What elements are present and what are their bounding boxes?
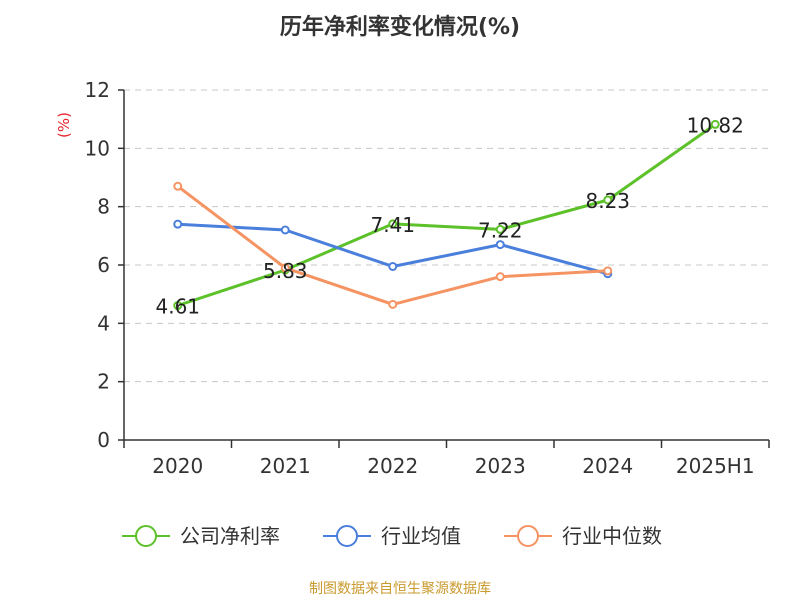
legend-swatch-marker: [135, 525, 157, 547]
axes: 0 2 4 6 8 10 12 2020 2021 2022 2023 2024 2025H1: [85, 78, 770, 478]
y-tick-label: 8: [97, 195, 110, 219]
data-point: [603, 195, 613, 205]
y-tick-label: 10: [85, 136, 110, 160]
data-point: [173, 181, 183, 191]
data-point: [173, 219, 183, 229]
chart-title: 历年净利率变化情况(%): [280, 14, 520, 40]
legend-swatch-marker: [517, 525, 539, 547]
x-tick-label: 2025H1: [676, 454, 755, 478]
data-point: [388, 299, 398, 309]
data-point: [495, 240, 505, 250]
x-tick-label: 2023: [475, 454, 526, 478]
grid-lines: [124, 89, 769, 383]
y-tick-label: 12: [85, 78, 110, 102]
data-labels: 4.61 5.83 7.41 7.22 8.23 10.82: [155, 113, 743, 318]
data-label: 7.22: [478, 218, 523, 242]
data-point: [495, 272, 505, 282]
x-tick-label: 2021: [260, 454, 311, 478]
legend-label: 行业均值: [381, 524, 461, 548]
y-axis-label: (%): [55, 112, 73, 138]
data-point: [710, 119, 720, 129]
legend[interactable]: 公司净利率 行业均值 行业中位数: [122, 524, 662, 548]
x-tick-label: 2020: [152, 454, 203, 478]
legend-item[interactable]: 公司净利率: [122, 524, 280, 548]
data-label: 4.61: [155, 295, 200, 319]
y-tick-label: 0: [97, 428, 110, 452]
data-point: [388, 261, 398, 271]
data-label: 8.23: [585, 189, 630, 213]
legend-swatch-marker: [336, 525, 358, 547]
legend-label: 公司净利率: [180, 524, 280, 548]
data-point: [495, 224, 505, 234]
data-point: [280, 263, 290, 273]
data-point: [280, 225, 290, 235]
legend-item[interactable]: 行业中位数: [504, 524, 662, 548]
legend-item[interactable]: 行业均值: [323, 524, 461, 548]
data-label: 10.82: [687, 113, 744, 137]
data-point: [173, 301, 183, 311]
x-tick-label: 2024: [582, 454, 633, 478]
series-group: [173, 119, 720, 311]
data-label: 5.83: [263, 259, 308, 283]
y-tick-label: 6: [97, 253, 110, 277]
source-note: 制图数据来自恒生聚源数据库: [309, 581, 491, 597]
y-tick-label: 4: [97, 311, 110, 335]
data-point: [603, 266, 613, 276]
y-tick-label: 2: [97, 370, 110, 394]
legend-label: 行业中位数: [562, 524, 662, 548]
data-label: 7.41: [370, 213, 415, 237]
series-line: [176, 122, 717, 307]
series-line: [176, 184, 610, 306]
data-point: [388, 219, 398, 229]
x-tick-label: 2022: [367, 454, 418, 478]
